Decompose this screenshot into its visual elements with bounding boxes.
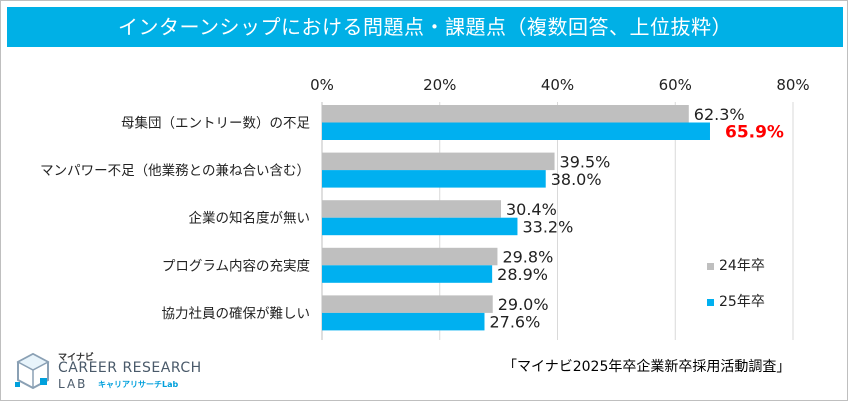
bar [322, 122, 710, 140]
data-label: 62.3% [694, 105, 745, 124]
data-label: 65.9% [725, 122, 784, 142]
x-tick-label: 20% [423, 76, 456, 94]
bar [322, 247, 498, 266]
source-note: 「マイナビ2025年卒企業新卒採用活動調査」 [503, 359, 791, 375]
x-tick-label: 60% [659, 76, 692, 94]
legend-swatch [707, 299, 714, 306]
legend-label: 25年卒 [719, 294, 765, 310]
cube-logo-icon [15, 352, 50, 390]
x-tick-label: 0% [310, 76, 334, 94]
bar [322, 265, 493, 283]
data-label: 38.0% [551, 170, 602, 189]
bar [322, 200, 501, 218]
category-label: プログラム内容の充実度 [162, 257, 310, 274]
data-label: 29.0% [498, 295, 549, 314]
legend-label: 24年卒 [719, 258, 765, 274]
data-label: 28.9% [497, 265, 548, 284]
career-research-lab-logo: マイナビ CAREER RESEARCH LAB キャリアリサーチLab [14, 350, 214, 394]
bar [322, 217, 518, 236]
data-label: 33.2% [522, 217, 573, 236]
logo-career-research-text: CAREER RESEARCH [58, 360, 202, 376]
bar [322, 105, 689, 123]
bar [322, 170, 546, 188]
data-label: 27.6% [489, 313, 540, 332]
bar [322, 295, 493, 313]
bar [322, 152, 555, 171]
logo-kana-text: キャリアリサーチLab [98, 380, 179, 389]
category-label: 企業の知名度が無い [189, 210, 311, 227]
category-label: 母集団（エントリー数）の不足 [121, 116, 310, 132]
data-label: 29.8% [502, 248, 553, 267]
legend-swatch [707, 263, 714, 270]
bar [322, 312, 485, 331]
category-label: 協力社員の確保が難しい [162, 306, 311, 322]
x-tick-label: 40% [541, 76, 574, 94]
logo-lab-text: LAB [58, 377, 88, 391]
chart-title: インターンシップにおける問題点・課題点（複数回答、上位抜粋） [7, 7, 843, 47]
category-label: マンパワー不足（他業務との兼ね合い含む） [40, 163, 310, 179]
logo-mynavi-text: マイナビ [58, 353, 94, 363]
data-label: 39.5% [560, 152, 611, 171]
x-tick-label: 80% [776, 76, 809, 94]
data-label: 30.4% [506, 200, 557, 219]
